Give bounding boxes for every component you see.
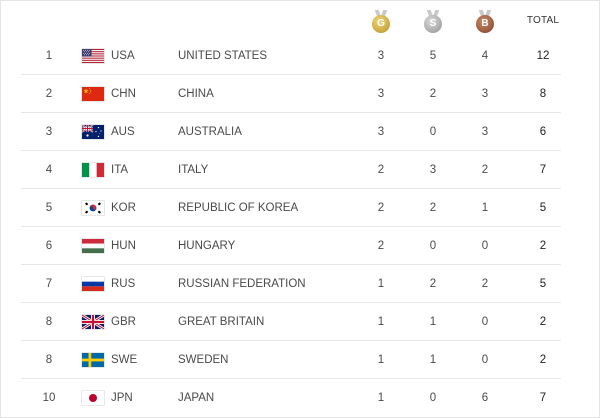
bronze-count: 2 bbox=[481, 164, 489, 176]
total-count: 2 bbox=[539, 354, 547, 366]
gold-count: 2 bbox=[377, 164, 385, 176]
silver-count: 0 bbox=[429, 240, 437, 252]
country-code: GBR bbox=[111, 316, 136, 328]
gold-count: 3 bbox=[377, 88, 385, 100]
russia-flag-icon bbox=[82, 277, 104, 291]
table-row[interactable]: 8 GBR GREAT BRITAIN 1 1 0 2 bbox=[1, 303, 600, 341]
total-count: 7 bbox=[539, 392, 547, 404]
country-name: REPUBLIC OF KOREA bbox=[178, 202, 299, 214]
total-count: 2 bbox=[539, 240, 547, 252]
silver-count: 1 bbox=[429, 316, 437, 328]
silver-count: 3 bbox=[429, 164, 437, 176]
bronze-count: 3 bbox=[481, 88, 489, 100]
total-count: 7 bbox=[539, 164, 547, 176]
bronze-medal-icon: B bbox=[475, 10, 495, 35]
rank: 6 bbox=[45, 240, 53, 252]
silver-medal-icon: S bbox=[423, 10, 443, 35]
silver-count: 0 bbox=[429, 126, 437, 138]
silver-count: 2 bbox=[429, 88, 437, 100]
gold-count: 1 bbox=[377, 316, 385, 328]
rank: 8 bbox=[45, 316, 53, 328]
table-header: G S B TOTAL bbox=[1, 1, 600, 37]
bronze-count: 1 bbox=[481, 202, 489, 214]
rank: 8 bbox=[45, 354, 53, 366]
country-code: CHN bbox=[111, 88, 136, 100]
silver-count: 5 bbox=[429, 50, 437, 62]
table-row[interactable]: 5 KOR REPUBLIC OF KOREA 2 2 1 bbox=[1, 189, 600, 227]
italy-flag-icon bbox=[82, 163, 104, 177]
table-row[interactable]: 6 HUN HUNGARY 2 0 0 2 bbox=[1, 227, 600, 265]
bronze-count: 0 bbox=[481, 354, 489, 366]
country-name: UNITED STATES bbox=[178, 50, 268, 62]
rank: 5 bbox=[45, 202, 53, 214]
hungary-flag-icon bbox=[82, 239, 104, 253]
country-name: ITALY bbox=[178, 164, 209, 176]
total-count: 5 bbox=[539, 278, 547, 290]
country-name: SWEDEN bbox=[178, 354, 229, 366]
sweden-flag-icon bbox=[82, 353, 104, 367]
total-column-header: TOTAL bbox=[526, 15, 560, 26]
australia-flag-icon bbox=[82, 125, 104, 139]
bronze-count: 2 bbox=[481, 278, 489, 290]
silver-count: 1 bbox=[429, 354, 437, 366]
table-row[interactable]: 3 AUS AUSTRALIA 3 0 bbox=[1, 113, 600, 151]
country-name: AUSTRALIA bbox=[178, 126, 242, 138]
gold-count: 3 bbox=[377, 126, 385, 138]
country-name: RUSSIAN FEDERATION bbox=[178, 278, 306, 290]
table-row[interactable]: 2 CHN CHINA 3 2 3 8 bbox=[1, 75, 600, 113]
silver-count: 0 bbox=[429, 392, 437, 404]
country-code: KOR bbox=[111, 202, 136, 214]
china-flag-icon bbox=[82, 87, 104, 101]
bronze-count: 3 bbox=[481, 126, 489, 138]
rank: 4 bbox=[45, 164, 53, 176]
gold-count: 2 bbox=[377, 240, 385, 252]
silver-count: 2 bbox=[429, 278, 437, 290]
rank: 1 bbox=[45, 50, 53, 62]
gold-medal-icon: G bbox=[371, 10, 391, 35]
country-code: USA bbox=[111, 50, 135, 62]
japan-flag-icon bbox=[82, 391, 104, 405]
country-code: ITA bbox=[111, 164, 129, 176]
total-count: 6 bbox=[539, 126, 547, 138]
rank: 7 bbox=[45, 278, 53, 290]
country-name: HUNGARY bbox=[178, 240, 236, 252]
country-code: AUS bbox=[111, 126, 135, 138]
rank: 10 bbox=[42, 392, 56, 404]
country-name: GREAT BRITAIN bbox=[178, 316, 265, 328]
bronze-count: 0 bbox=[481, 240, 489, 252]
rank: 2 bbox=[45, 88, 53, 100]
table-row[interactable]: 4 ITA ITALY 2 3 2 7 bbox=[1, 151, 600, 189]
table-row[interactable]: 10 JPN JAPAN 1 0 6 7 bbox=[1, 379, 600, 417]
country-code: SWE bbox=[111, 354, 138, 366]
rank: 3 bbox=[45, 126, 53, 138]
table-row[interactable]: 1 bbox=[1, 37, 600, 75]
gold-count: 2 bbox=[377, 202, 385, 214]
total-count: 2 bbox=[539, 316, 547, 328]
gold-count: 1 bbox=[377, 354, 385, 366]
country-name: CHINA bbox=[178, 88, 214, 100]
gold-count: 1 bbox=[377, 392, 385, 404]
country-code: RUS bbox=[111, 278, 136, 290]
total-count: 5 bbox=[539, 202, 547, 214]
gold-count: 3 bbox=[377, 50, 385, 62]
country-code: HUN bbox=[111, 240, 136, 252]
bronze-count: 6 bbox=[481, 392, 489, 404]
great-britain-flag-icon bbox=[82, 315, 104, 329]
usa-flag-icon bbox=[82, 49, 104, 63]
total-count: 12 bbox=[536, 50, 550, 62]
country-name: JAPAN bbox=[178, 392, 215, 404]
bronze-count: 0 bbox=[481, 316, 489, 328]
silver-count: 2 bbox=[429, 202, 437, 214]
table-row[interactable]: 7 RUS RUSSIAN FEDERATION 1 2 2 5 bbox=[1, 265, 600, 303]
gold-count: 1 bbox=[377, 278, 385, 290]
country-code: JPN bbox=[111, 392, 133, 404]
total-count: 8 bbox=[539, 88, 547, 100]
table-row[interactable]: 8 SWE SWEDEN 1 1 0 2 bbox=[1, 341, 600, 379]
bronze-count: 4 bbox=[481, 50, 489, 62]
korea-flag-icon bbox=[82, 201, 104, 215]
